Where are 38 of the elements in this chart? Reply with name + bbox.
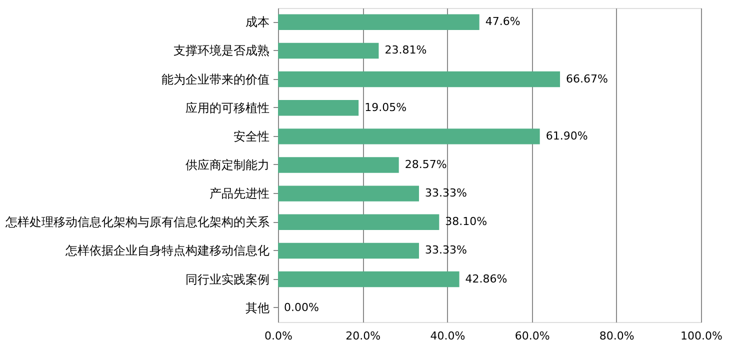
- y-tick-label: 安全性: [234, 129, 270, 144]
- bar: [278, 186, 419, 202]
- y-tick-label: 怎样处理移动信息化架构与原有信息化架构的关系: [4, 215, 270, 230]
- data-label: 47.6%: [485, 15, 520, 28]
- y-tick-label: 其他: [246, 300, 270, 315]
- bar: [278, 71, 560, 88]
- bar: [278, 157, 399, 173]
- bar: [278, 271, 460, 288]
- data-label: 42.86%: [465, 272, 508, 286]
- y-tick-label: 产品先进性: [210, 186, 270, 201]
- y-tick-label: 供应商定制能力: [186, 158, 270, 172]
- y-tick-label: 支撑环境是否成熟: [174, 44, 270, 58]
- bar: [278, 14, 480, 30]
- data-label: 66.67%: [566, 72, 608, 86]
- data-label: 23.81%: [384, 44, 427, 57]
- x-tick-label: 20.0%: [346, 330, 381, 342]
- bar: [278, 214, 440, 230]
- bar: [278, 100, 359, 116]
- data-label: 28.57%: [404, 158, 447, 171]
- y-tick-label: 能为企业带来的价值: [162, 72, 270, 86]
- x-tick-label: 100.0%: [680, 330, 722, 342]
- data-label: 33.33%: [424, 244, 467, 257]
- x-tick-label: 0.0%: [264, 330, 292, 342]
- data-label: 0.00%: [284, 300, 319, 314]
- x-tick-label: 80.0%: [599, 330, 634, 342]
- data-label: 61.90%: [546, 129, 588, 142]
- data-label: 38.10%: [445, 215, 488, 228]
- y-tick-label: 成本: [246, 15, 270, 30]
- bar: [278, 42, 379, 59]
- y-tick-label: 怎样依据企业自身特点构建移动信息化: [64, 244, 270, 258]
- x-tick-label: 40.0%: [430, 330, 466, 342]
- data-label: 19.05%: [364, 100, 407, 114]
- bar: [278, 128, 540, 144]
- y-tick-label: 应用的可移植性: [186, 100, 270, 115]
- data-label: 33.33%: [424, 186, 467, 200]
- bar: [278, 242, 419, 259]
- y-tick-label: 同行业实践案例: [186, 272, 270, 286]
- x-tick-label: 60.0%: [514, 330, 550, 342]
